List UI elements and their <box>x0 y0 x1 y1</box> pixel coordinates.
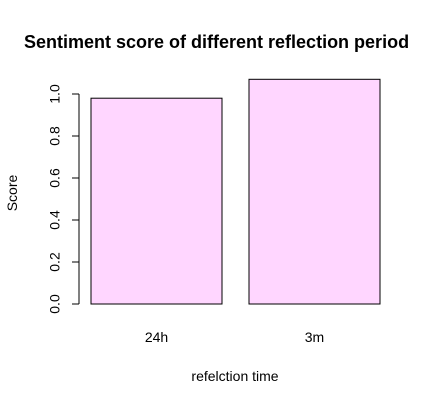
y-axis: 0.0 0.2 0.4 0.6 0.8 1.0 <box>47 84 80 314</box>
bars-group <box>90 78 381 305</box>
chart-title: Sentiment score of different reflection … <box>24 32 409 52</box>
y-tick-label: 0.0 <box>47 294 63 314</box>
x-axis-label: refelction time <box>191 368 278 384</box>
x-tick-label: 3m <box>305 329 324 345</box>
y-tick-label: 1.0 <box>47 84 63 104</box>
y-tick-label: 0.2 <box>47 252 63 272</box>
bar <box>248 78 381 305</box>
y-tick-label: 0.8 <box>47 126 63 146</box>
bar <box>90 97 223 305</box>
x-tick-labels: 24h 3m <box>145 329 324 345</box>
y-tick-label: 0.6 <box>47 168 63 188</box>
y-tick-label: 0.4 <box>47 210 63 230</box>
x-tick-label: 24h <box>145 329 168 345</box>
y-axis-label: Score <box>4 175 20 212</box>
